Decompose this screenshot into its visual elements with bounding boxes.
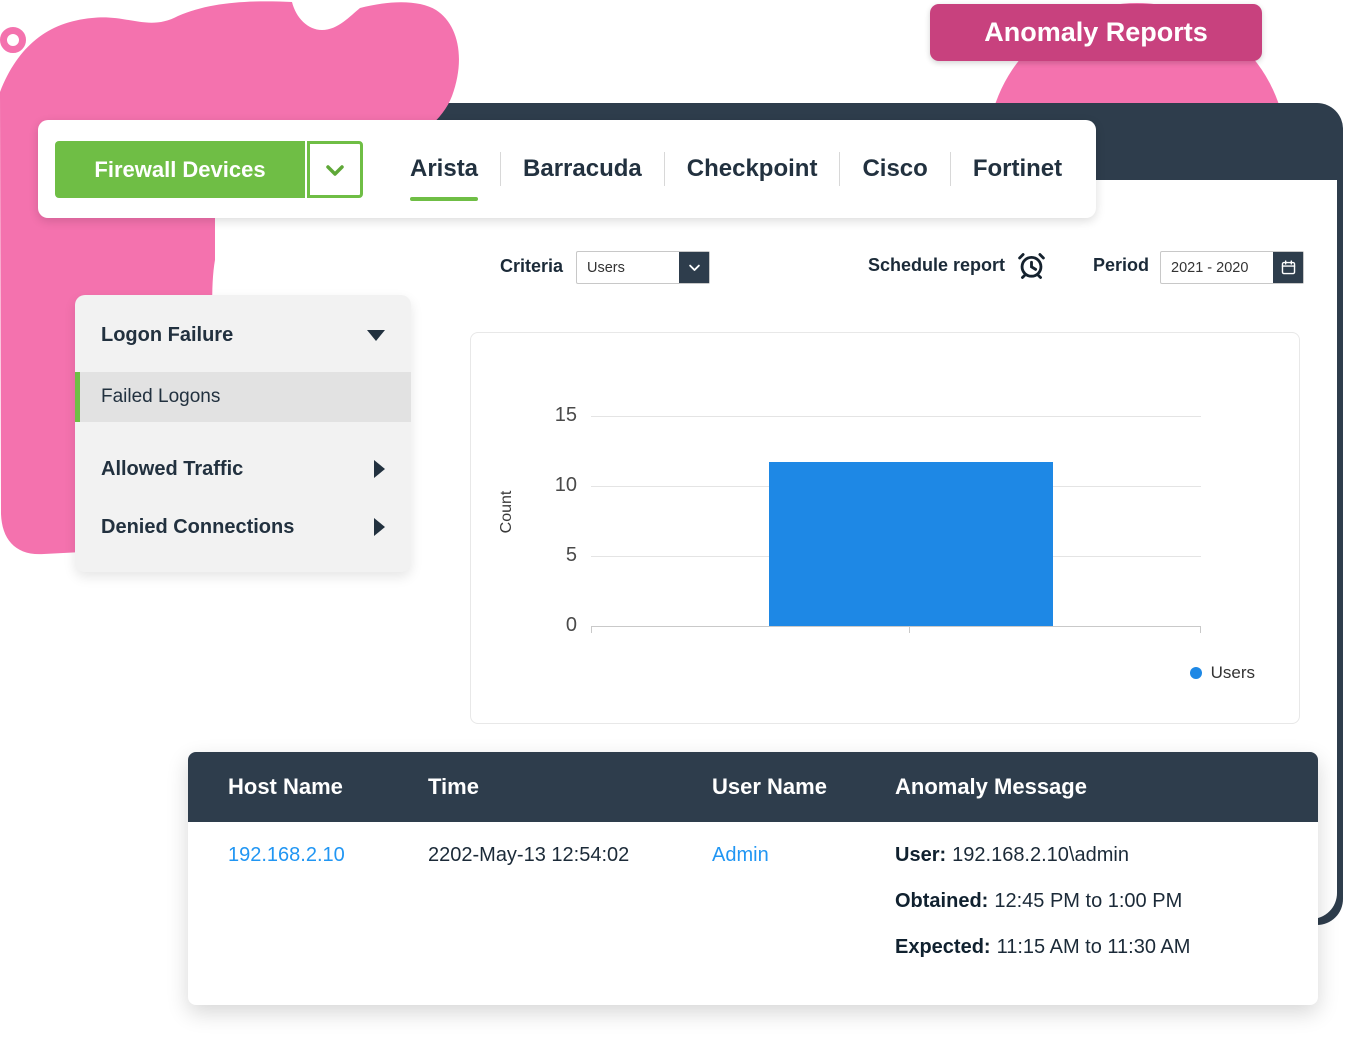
active-tab-underline: [410, 197, 479, 201]
x-axis-tick: [591, 627, 592, 633]
chart-y-axis-label: Count: [498, 490, 515, 534]
y-tick: 10: [554, 474, 577, 496]
message-label: User:: [895, 844, 947, 866]
legend-label: Users: [1210, 663, 1255, 682]
chevron-right-icon: [374, 518, 385, 536]
donut-circle-icon: [0, 27, 26, 53]
y-tick: 5: [565, 544, 577, 566]
time-cell: 2202-May-13 12:54:02: [428, 844, 630, 866]
column-header-time: Time: [428, 774, 479, 799]
vendor-tabs: Arista Barracuda Checkpoint Cisco Fortin…: [388, 120, 1084, 218]
chart-bar: [769, 462, 1053, 626]
tab-label: Fortinet: [972, 155, 1063, 182]
chart-plot-area: [591, 416, 1201, 633]
chart-legend: Users: [1189, 663, 1255, 683]
period-value: 2021 - 2020: [1171, 259, 1249, 276]
sidebar-item-allowed-traffic[interactable]: Allowed Traffic: [75, 440, 411, 498]
tab-divider: [949, 152, 951, 186]
column-header-anomaly-message: Anomaly Message: [895, 774, 1087, 799]
anomaly-message-line: User: 192.168.2.10\admin: [895, 844, 1129, 867]
criteria-dropdown-button[interactable]: [679, 252, 709, 283]
chevron-down-icon: [688, 264, 700, 271]
period-label: Period: [1093, 255, 1150, 275]
anomaly-message-line: Expected: 11:15 AM to 11:30 AM: [895, 936, 1190, 959]
criteria-label: Criteria: [500, 256, 564, 276]
y-tick: 15: [554, 404, 577, 426]
legend-dot: [1189, 667, 1202, 679]
anomaly-reports-badge: Anomaly Reports: [930, 4, 1262, 61]
criteria-value: Users: [587, 259, 625, 276]
firewall-devices-dropdown[interactable]: [307, 141, 363, 198]
badge-label: Anomaly Reports: [984, 17, 1208, 47]
schedule-report-button[interactable]: [1014, 248, 1048, 282]
tab-label: Cisco: [862, 155, 928, 182]
message-value: 11:15 AM to 11:30 AM: [996, 936, 1191, 958]
x-axis-tick: [1200, 627, 1201, 633]
table-header: Host Name Time User Name Anomaly Message: [188, 752, 1318, 822]
alarm-clock-icon: [1017, 252, 1045, 279]
user-name-link[interactable]: Admin: [712, 844, 769, 866]
host-name-link[interactable]: 192.168.2.10: [228, 844, 345, 866]
tab-divider: [663, 152, 665, 186]
period-calendar-button[interactable]: [1273, 252, 1303, 283]
message-label: Obtained:: [895, 890, 989, 912]
tab-checkpoint[interactable]: Checkpoint: [665, 120, 840, 218]
message-value: 12:45 PM to 1:00 PM: [994, 890, 1183, 912]
firewall-devices-button[interactable]: Firewall Devices: [55, 141, 305, 198]
donut-circle-icon: [309, 39, 335, 65]
tab-label: Barracuda: [523, 155, 642, 182]
sidebar-item-label: Failed Logons: [101, 386, 221, 407]
schedule-report-label: Schedule report: [868, 255, 1006, 275]
x-axis-tick: [909, 627, 910, 633]
message-value: 192.168.2.10\admin: [952, 844, 1129, 866]
criteria-select[interactable]: Users: [576, 251, 710, 284]
tab-label: Checkpoint: [686, 155, 818, 182]
message-label: Expected:: [895, 936, 991, 958]
tab-label: Arista: [410, 155, 479, 182]
chevron-right-icon: [374, 460, 385, 478]
chevron-down-icon: [326, 164, 344, 176]
sidebar-item-label: Allowed Traffic: [101, 457, 244, 480]
tab-cisco[interactable]: Cisco: [840, 120, 949, 218]
column-header-host-name: Host Name: [228, 774, 343, 799]
sidebar-item-label: Logon Failure: [101, 323, 234, 346]
tab-divider: [500, 152, 502, 186]
period-select[interactable]: 2021 - 2020: [1160, 251, 1304, 284]
report-sidebar: Logon Failure Failed Logons Allowed Traf…: [75, 295, 411, 572]
failed-logons-chart-card: Count 15 10 5 0 Users: [470, 332, 1300, 724]
anomaly-table: Host Name Time User Name Anomaly Message…: [188, 752, 1318, 1005]
sidebar-item-label: Denied Connections: [101, 515, 295, 538]
anomaly-message-line: Obtained: 12:45 PM to 1:00 PM: [895, 890, 1182, 913]
firewall-devices-label: Firewall Devices: [94, 156, 266, 182]
chevron-down-icon: [367, 329, 385, 341]
tab-fortinet[interactable]: Fortinet: [951, 120, 1084, 218]
tab-barracuda[interactable]: Barracuda: [501, 120, 664, 218]
calendar-icon: [1281, 260, 1295, 275]
tab-arista[interactable]: Arista: [388, 120, 500, 218]
top-toolbar: Firewall Devices Arista Barracuda Checkp…: [38, 120, 1096, 218]
sidebar-item-failed-logons[interactable]: Failed Logons: [75, 372, 411, 422]
column-header-user-name: User Name: [712, 774, 827, 799]
sidebar-item-logon-failure[interactable]: Logon Failure: [75, 305, 411, 365]
tab-divider: [839, 152, 841, 186]
y-tick: 0: [565, 614, 577, 636]
gridline: [591, 416, 1201, 417]
sidebar-item-denied-connections[interactable]: Denied Connections: [75, 498, 411, 556]
